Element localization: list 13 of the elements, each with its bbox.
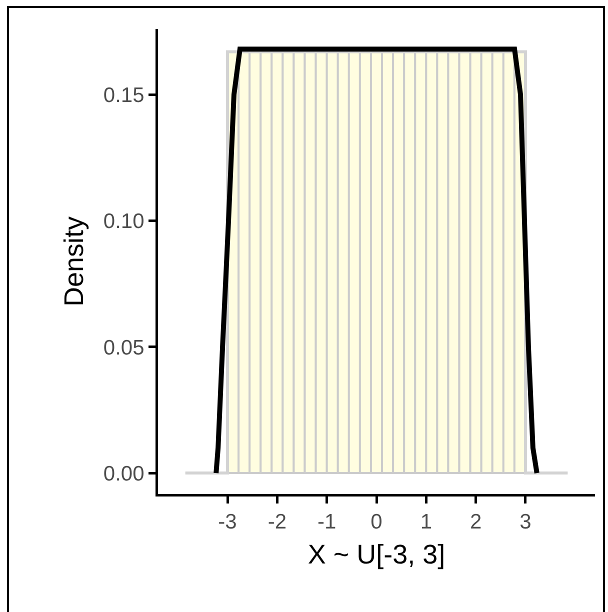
y-tick-label: 0.10 [103,210,144,234]
y-tick-label: 0.00 [103,462,144,486]
x-tick-label: -3 [218,510,237,534]
x-tick-label: 0 [370,510,382,534]
y-tick-label: 0.05 [103,336,144,360]
x-tick-label: 1 [420,510,432,534]
y-axis-title: Density [59,216,90,307]
x-tick-label: -2 [268,510,287,534]
x-tick-label: 2 [470,510,482,534]
y-tick-label: 0.15 [103,84,144,107]
x-tick-label: 3 [520,510,532,534]
x-axis-title: X ~ U[-3, 3] [308,539,446,570]
x-tick-label: -1 [317,510,336,534]
